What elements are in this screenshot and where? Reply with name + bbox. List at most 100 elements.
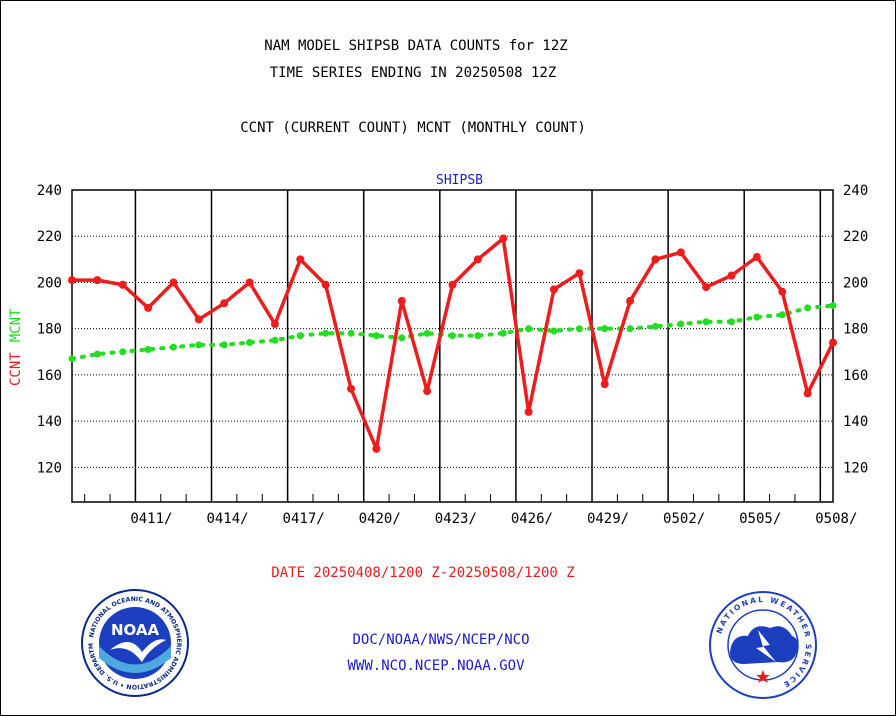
series-line-ccnt (70, 236, 835, 451)
data-point-ccnt (68, 276, 76, 285)
data-point-mcnt (499, 329, 507, 337)
data-point-mcnt (601, 325, 609, 333)
noaa-logo: NOAA NATIONAL OCEANIC AND ATMOSPHERIC AD… (80, 588, 189, 697)
data-point-ccnt (829, 338, 837, 347)
data-point-mcnt (550, 327, 558, 335)
y-tick-label-right: 220 (843, 229, 868, 245)
data-point-ccnt (321, 280, 330, 289)
y-tick-label-right: 160 (843, 368, 868, 384)
data-point-ccnt (727, 271, 736, 280)
data-point-ccnt (118, 280, 127, 289)
data-point-ccnt (600, 380, 609, 389)
x-tick-label: 0505/ (739, 511, 781, 527)
data-point-ccnt (397, 296, 406, 305)
data-point-mcnt (93, 350, 101, 358)
data-point-mcnt (474, 332, 482, 340)
data-point-ccnt (347, 384, 356, 393)
chart-title-line1: NAM MODEL SHIPSB DATA COUNTS for 12Z (264, 38, 568, 54)
y-axis-label-ccnt: CCNT (8, 352, 24, 386)
data-point-mcnt (677, 320, 685, 328)
data-point-ccnt (372, 444, 381, 453)
data-point-ccnt (499, 234, 508, 243)
data-point-mcnt (778, 311, 786, 319)
y-tick-label-right: 200 (843, 275, 868, 291)
x-tick-label: 0411/ (130, 511, 172, 527)
website-link[interactable]: WWW.NCO.NCEP.NOAA.GOV (347, 658, 525, 674)
data-point-mcnt (347, 329, 355, 337)
data-point-mcnt (119, 348, 127, 356)
x-tick-label: 0417/ (283, 511, 325, 527)
data-point-mcnt (296, 332, 304, 340)
plot-area (71, 189, 834, 503)
x-tick-label: 0508/ (815, 511, 857, 527)
y-tick-label-right: 180 (843, 322, 868, 338)
time-series-chart: 120 120 140 140 160 160 180 180 200 200 220 220 240 2… (8, 173, 868, 527)
data-point-ccnt (702, 283, 711, 292)
data-point-ccnt (549, 285, 558, 294)
data-point-ccnt (93, 276, 102, 285)
data-point-mcnt (169, 343, 177, 351)
data-point-ccnt (296, 255, 305, 264)
data-point-mcnt (626, 325, 634, 333)
data-point-mcnt (372, 332, 380, 340)
data-point-mcnt (449, 332, 456, 340)
data-point-mcnt (753, 313, 761, 321)
y-tick-label-right: 120 (843, 460, 868, 476)
data-point-ccnt (169, 278, 178, 287)
y-axis-label: CCNT MCNT (8, 308, 24, 386)
data-point-mcnt (68, 355, 76, 363)
data-point-ccnt (575, 269, 584, 278)
data-point-mcnt (728, 318, 736, 326)
data-point-mcnt (144, 345, 152, 353)
data-point-ccnt (676, 248, 685, 257)
data-point-mcnt (829, 302, 837, 310)
x-tick-label: 0426/ (511, 511, 553, 527)
x-tick-label: 0414/ (206, 511, 248, 527)
data-point-mcnt (398, 334, 406, 342)
y-axis-label-mcnt: MCNT (8, 308, 24, 342)
data-point-mcnt (220, 341, 228, 349)
org-path-text: DOC/NOAA/NWS/NCEP/NCO (352, 632, 530, 648)
data-point-ccnt (626, 296, 635, 305)
data-point-ccnt (448, 280, 457, 289)
data-point-ccnt (144, 303, 153, 312)
y-tick-label-left: 120 (37, 460, 62, 476)
data-point-mcnt (322, 329, 330, 337)
data-point-mcnt (246, 339, 254, 347)
y-tick-label-left: 240 (37, 183, 62, 199)
y-tick-label-left: 160 (37, 368, 62, 384)
data-point-ccnt (220, 299, 229, 308)
y-tick-label-right: 140 (843, 414, 868, 430)
noaa-logo-text: NOAA (111, 621, 160, 639)
nws-logo: NATIONAL WEATHER SERVICE (709, 591, 817, 699)
data-point-ccnt (473, 255, 482, 264)
y-tick-label-left: 200 (37, 275, 62, 291)
data-point-ccnt (778, 287, 787, 296)
x-tick-label: 0420/ (359, 511, 401, 527)
x-tick-label: 0429/ (587, 511, 629, 527)
chart-title-line2: TIME SERIES ENDING IN 20250508 12Z (269, 65, 557, 81)
x-tick-label: 0502/ (663, 511, 705, 527)
data-point-mcnt (804, 304, 812, 312)
data-point-ccnt (194, 315, 203, 324)
data-point-ccnt (524, 407, 533, 416)
data-point-mcnt (271, 336, 279, 344)
date-range-label: DATE 20250408/1200 Z-20250508/1200 Z (271, 565, 575, 581)
chart-title-line3: CCNT (CURRENT COUNT) MCNT (MONTHLY COUNT… (240, 120, 586, 136)
data-point-ccnt (270, 320, 279, 329)
data-point-mcnt (702, 318, 710, 326)
data-point-mcnt (525, 325, 533, 333)
data-point-mcnt (423, 329, 431, 337)
data-point-mcnt (575, 325, 583, 333)
data-point-ccnt (752, 253, 761, 262)
data-point-ccnt (651, 255, 660, 264)
y-tick-label-right: 240 (843, 183, 868, 199)
x-tick-label: 0423/ (435, 511, 477, 527)
y-tick-label-left: 180 (37, 322, 62, 338)
y-tick-label-left: 220 (37, 229, 62, 245)
data-point-ccnt (245, 278, 254, 287)
plot-title: SHIPSB (436, 173, 483, 188)
data-point-ccnt (423, 387, 432, 396)
data-point-mcnt (651, 322, 659, 330)
data-point-mcnt (195, 341, 203, 349)
